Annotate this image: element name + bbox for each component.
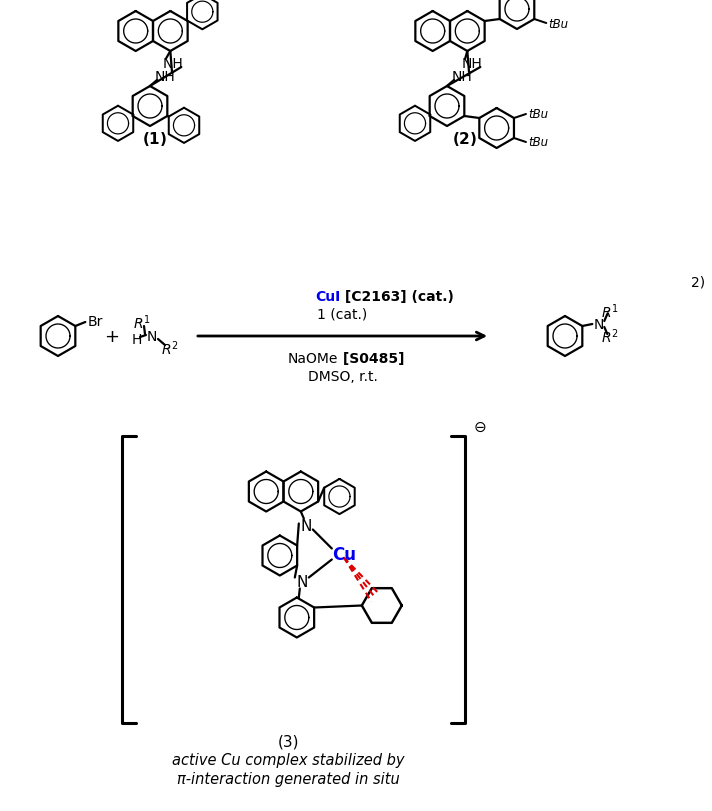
Text: +: + — [105, 328, 120, 345]
Text: NaOMe: NaOMe — [288, 351, 338, 366]
Text: NH: NH — [155, 70, 175, 84]
Text: NH: NH — [163, 57, 184, 71]
Text: $\bf{(1)}$: $\bf{(1)}$ — [142, 130, 167, 148]
Text: [C2163] (cat.): [C2163] (cat.) — [340, 290, 454, 303]
Text: 1 (cat.): 1 (cat.) — [318, 307, 367, 322]
Text: tBu: tBu — [528, 136, 548, 149]
Text: 2): 2) — [691, 275, 705, 289]
Text: $\ominus$: $\ominus$ — [473, 419, 486, 435]
Text: $R^2$: $R^2$ — [161, 339, 179, 358]
Text: N: N — [147, 329, 157, 344]
Text: $\bf{(2)}$: $\bf{(2)}$ — [452, 130, 478, 148]
Text: tBu: tBu — [548, 18, 568, 31]
Text: $R^1$: $R^1$ — [602, 303, 619, 321]
Text: Cu: Cu — [332, 545, 356, 563]
Text: NH: NH — [462, 57, 483, 71]
Text: (3): (3) — [278, 734, 299, 749]
Text: N: N — [593, 318, 604, 332]
Text: active Cu complex stabilized by: active Cu complex stabilized by — [172, 753, 404, 767]
Text: $R^2$: $R^2$ — [602, 328, 619, 345]
Text: N: N — [300, 518, 312, 534]
Text: $R^1$: $R^1$ — [133, 313, 151, 332]
Text: π-interaction generated in situ: π-interaction generated in situ — [177, 771, 400, 787]
Text: DMSO, r.t.: DMSO, r.t. — [308, 370, 377, 384]
Text: tBu: tBu — [528, 109, 548, 122]
Text: CuI: CuI — [315, 290, 340, 303]
Text: N: N — [296, 574, 308, 590]
Text: tBu: tBu — [548, 0, 568, 2]
Text: H: H — [132, 333, 142, 346]
Text: NH: NH — [451, 70, 472, 84]
Text: [S0485]: [S0485] — [338, 351, 405, 366]
Text: Br: Br — [88, 315, 103, 328]
